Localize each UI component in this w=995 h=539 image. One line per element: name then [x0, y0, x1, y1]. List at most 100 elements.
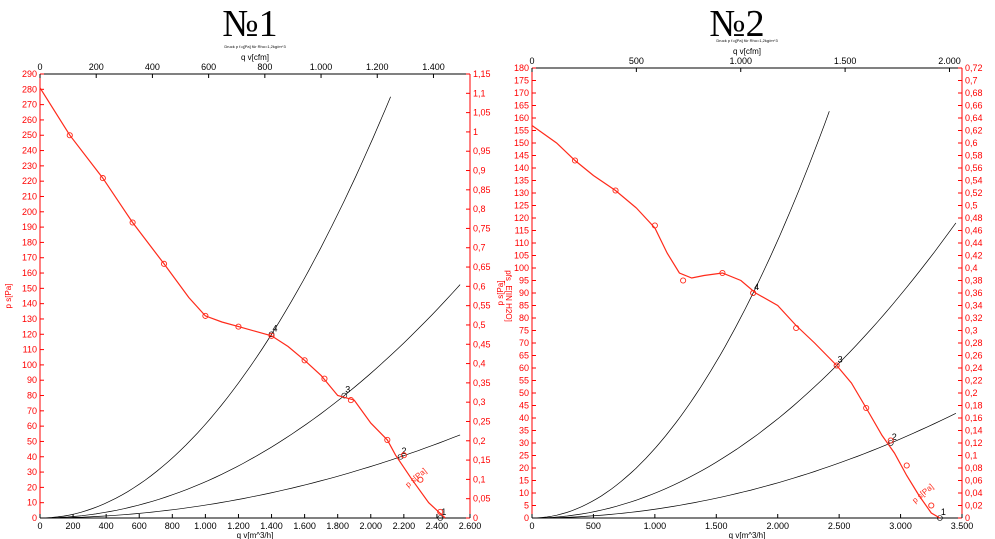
system-curve-3: [531, 222, 957, 519]
y-tick-label: 155: [514, 126, 529, 136]
y2-tick-label: 0,4: [473, 359, 486, 369]
y-tick-label: 60: [519, 363, 529, 373]
chart-1-title: №1: [222, 3, 278, 45]
y-tick-label: 180: [22, 237, 37, 247]
y-tick-label: 55: [519, 376, 529, 386]
fan-curve-marker: [863, 404, 870, 412]
y2-tick-label: 0,06: [965, 476, 983, 486]
y2-tick-label: 0,22: [965, 376, 983, 386]
operating-point-marker: [341, 392, 348, 399]
y-tick-label: 40: [519, 413, 529, 423]
system-curve-4: [39, 96, 391, 519]
fan-curve-marker: [400, 452, 407, 459]
y2-tick-label: 0,5: [965, 201, 978, 211]
fan-curve-marker: [235, 323, 242, 330]
y-tick-label: 175: [514, 76, 529, 86]
y-tick-label: 20: [27, 482, 37, 492]
y-tick-label: 250: [22, 130, 37, 140]
y-tick-label: 75: [519, 326, 529, 336]
x2-axis-title: q v[cfm]: [241, 53, 269, 62]
y-tick-label: 5: [524, 501, 529, 511]
y-axis-title: p s[Pa]: [4, 284, 13, 309]
y-tick-label: 145: [514, 151, 529, 161]
y2-tick-label: 0,1: [965, 451, 978, 461]
operating-point-label: 4: [754, 282, 759, 292]
fan-curve-marker: [321, 375, 328, 382]
y2-tick-label: 0,18: [965, 401, 983, 411]
fan-curve-marker: [833, 362, 840, 369]
y-tick-label: 130: [22, 314, 37, 324]
x2-tick-label: 1.000: [310, 62, 333, 72]
y2-tick-label: 0,05: [473, 494, 491, 504]
y-tick-label: 190: [22, 222, 37, 232]
x-tick-label: 3.500: [951, 521, 974, 531]
density-note: Druck p f.q[Pa] für Rho=1,2kg/m^3: [716, 38, 778, 43]
y2-tick-label: 0,35: [473, 378, 491, 388]
y-tick-label: 210: [22, 191, 37, 201]
y-tick-label: 80: [519, 313, 529, 323]
y2-tick-label: 0,58: [965, 151, 983, 161]
y2-tick-label: 0: [965, 513, 970, 523]
system-curve-3: [39, 284, 461, 519]
fan-curve-marker: [651, 222, 658, 229]
x2-tick-label: 1.000: [729, 56, 752, 66]
y2-tick-label: 0,75: [473, 223, 491, 233]
operating-point-label: 3: [838, 355, 843, 365]
x-tick-label: 1.000: [644, 521, 667, 531]
fan-curve-marker: [384, 436, 391, 443]
x2-tick-label: 600: [201, 62, 216, 72]
y-tick-label: 125: [514, 201, 529, 211]
y-tick-label: 25: [519, 451, 529, 461]
x-tick-label: 1.200: [227, 521, 250, 531]
y2-tick-label: 0,12: [965, 438, 983, 448]
fan-curve-marker: [612, 187, 619, 194]
y2-tick-label: 0,8: [473, 204, 486, 214]
y-tick-label: 270: [22, 100, 37, 110]
fan-curve-marker: [437, 508, 444, 515]
y-tick-label: 110: [515, 238, 529, 248]
y-tick-label: 35: [519, 426, 529, 436]
fan-curve-marker: [793, 324, 800, 332]
y-tick-label: 165: [514, 101, 529, 111]
y2-tick-label: 0,68: [965, 88, 983, 98]
y2-tick-label: 1,05: [473, 108, 491, 118]
y2-tick-label: 0,02: [965, 501, 983, 511]
y-tick-label: 180: [514, 63, 529, 73]
fan-curve-marker: [301, 357, 308, 364]
y2-tick-label: 0,3: [473, 397, 486, 407]
y2-tick-label: 0,2: [473, 436, 486, 446]
system-curve-4: [531, 111, 830, 519]
x-tick-label: 400: [99, 521, 114, 531]
y2-tick-label: 1,1: [473, 88, 486, 98]
y-tick-label: 110: [23, 345, 37, 355]
y-tick-label: 150: [22, 283, 37, 293]
y2-tick-label: 0,48: [965, 213, 983, 223]
x2-tick-label: 2.000: [938, 56, 961, 66]
y2-tick-label: 0,56: [965, 163, 983, 173]
fan-curve-marker: [417, 476, 424, 483]
y-tick-label: 30: [27, 467, 37, 477]
x-tick-label: 0: [529, 521, 534, 531]
y-tick-label: 90: [27, 375, 37, 385]
y-tick-label: 105: [514, 251, 529, 261]
y2-tick-label: 0,72: [965, 63, 983, 73]
fan-curve-marker: [129, 219, 136, 226]
y2-tick-label: 0,95: [473, 146, 491, 156]
y2-tick-label: 0,42: [965, 251, 983, 261]
y-tick-label: 240: [22, 146, 37, 156]
y-tick-label: 60: [27, 421, 37, 431]
y-tick-label: 220: [22, 176, 37, 186]
y2-tick-label: 0,45: [473, 339, 491, 349]
y2-tick-label: 0,25: [473, 416, 491, 426]
x-tick-label: 1.500: [705, 521, 728, 531]
y2-tick-label: 0,65: [473, 262, 491, 272]
y2-tick-label: 0,6: [965, 138, 978, 148]
y-tick-label: 100: [514, 263, 529, 273]
fan-curve-marker: [99, 175, 106, 182]
y-tick-label: 290: [22, 69, 37, 79]
fan-curve-marker: [903, 462, 910, 469]
y-tick-label: 260: [22, 115, 37, 125]
y-tick-label: 40: [27, 452, 37, 462]
operating-point-marker: [397, 453, 404, 460]
y2-tick-label: 0,5: [473, 320, 486, 330]
